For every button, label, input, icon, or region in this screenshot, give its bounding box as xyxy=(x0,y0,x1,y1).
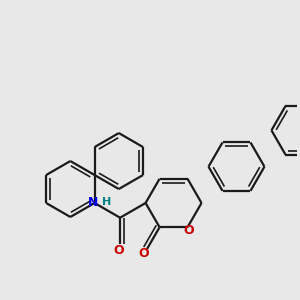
Text: O: O xyxy=(184,224,194,237)
Text: H: H xyxy=(102,196,111,206)
Text: O: O xyxy=(113,244,124,256)
Text: N: N xyxy=(88,196,98,209)
Text: O: O xyxy=(139,247,149,260)
